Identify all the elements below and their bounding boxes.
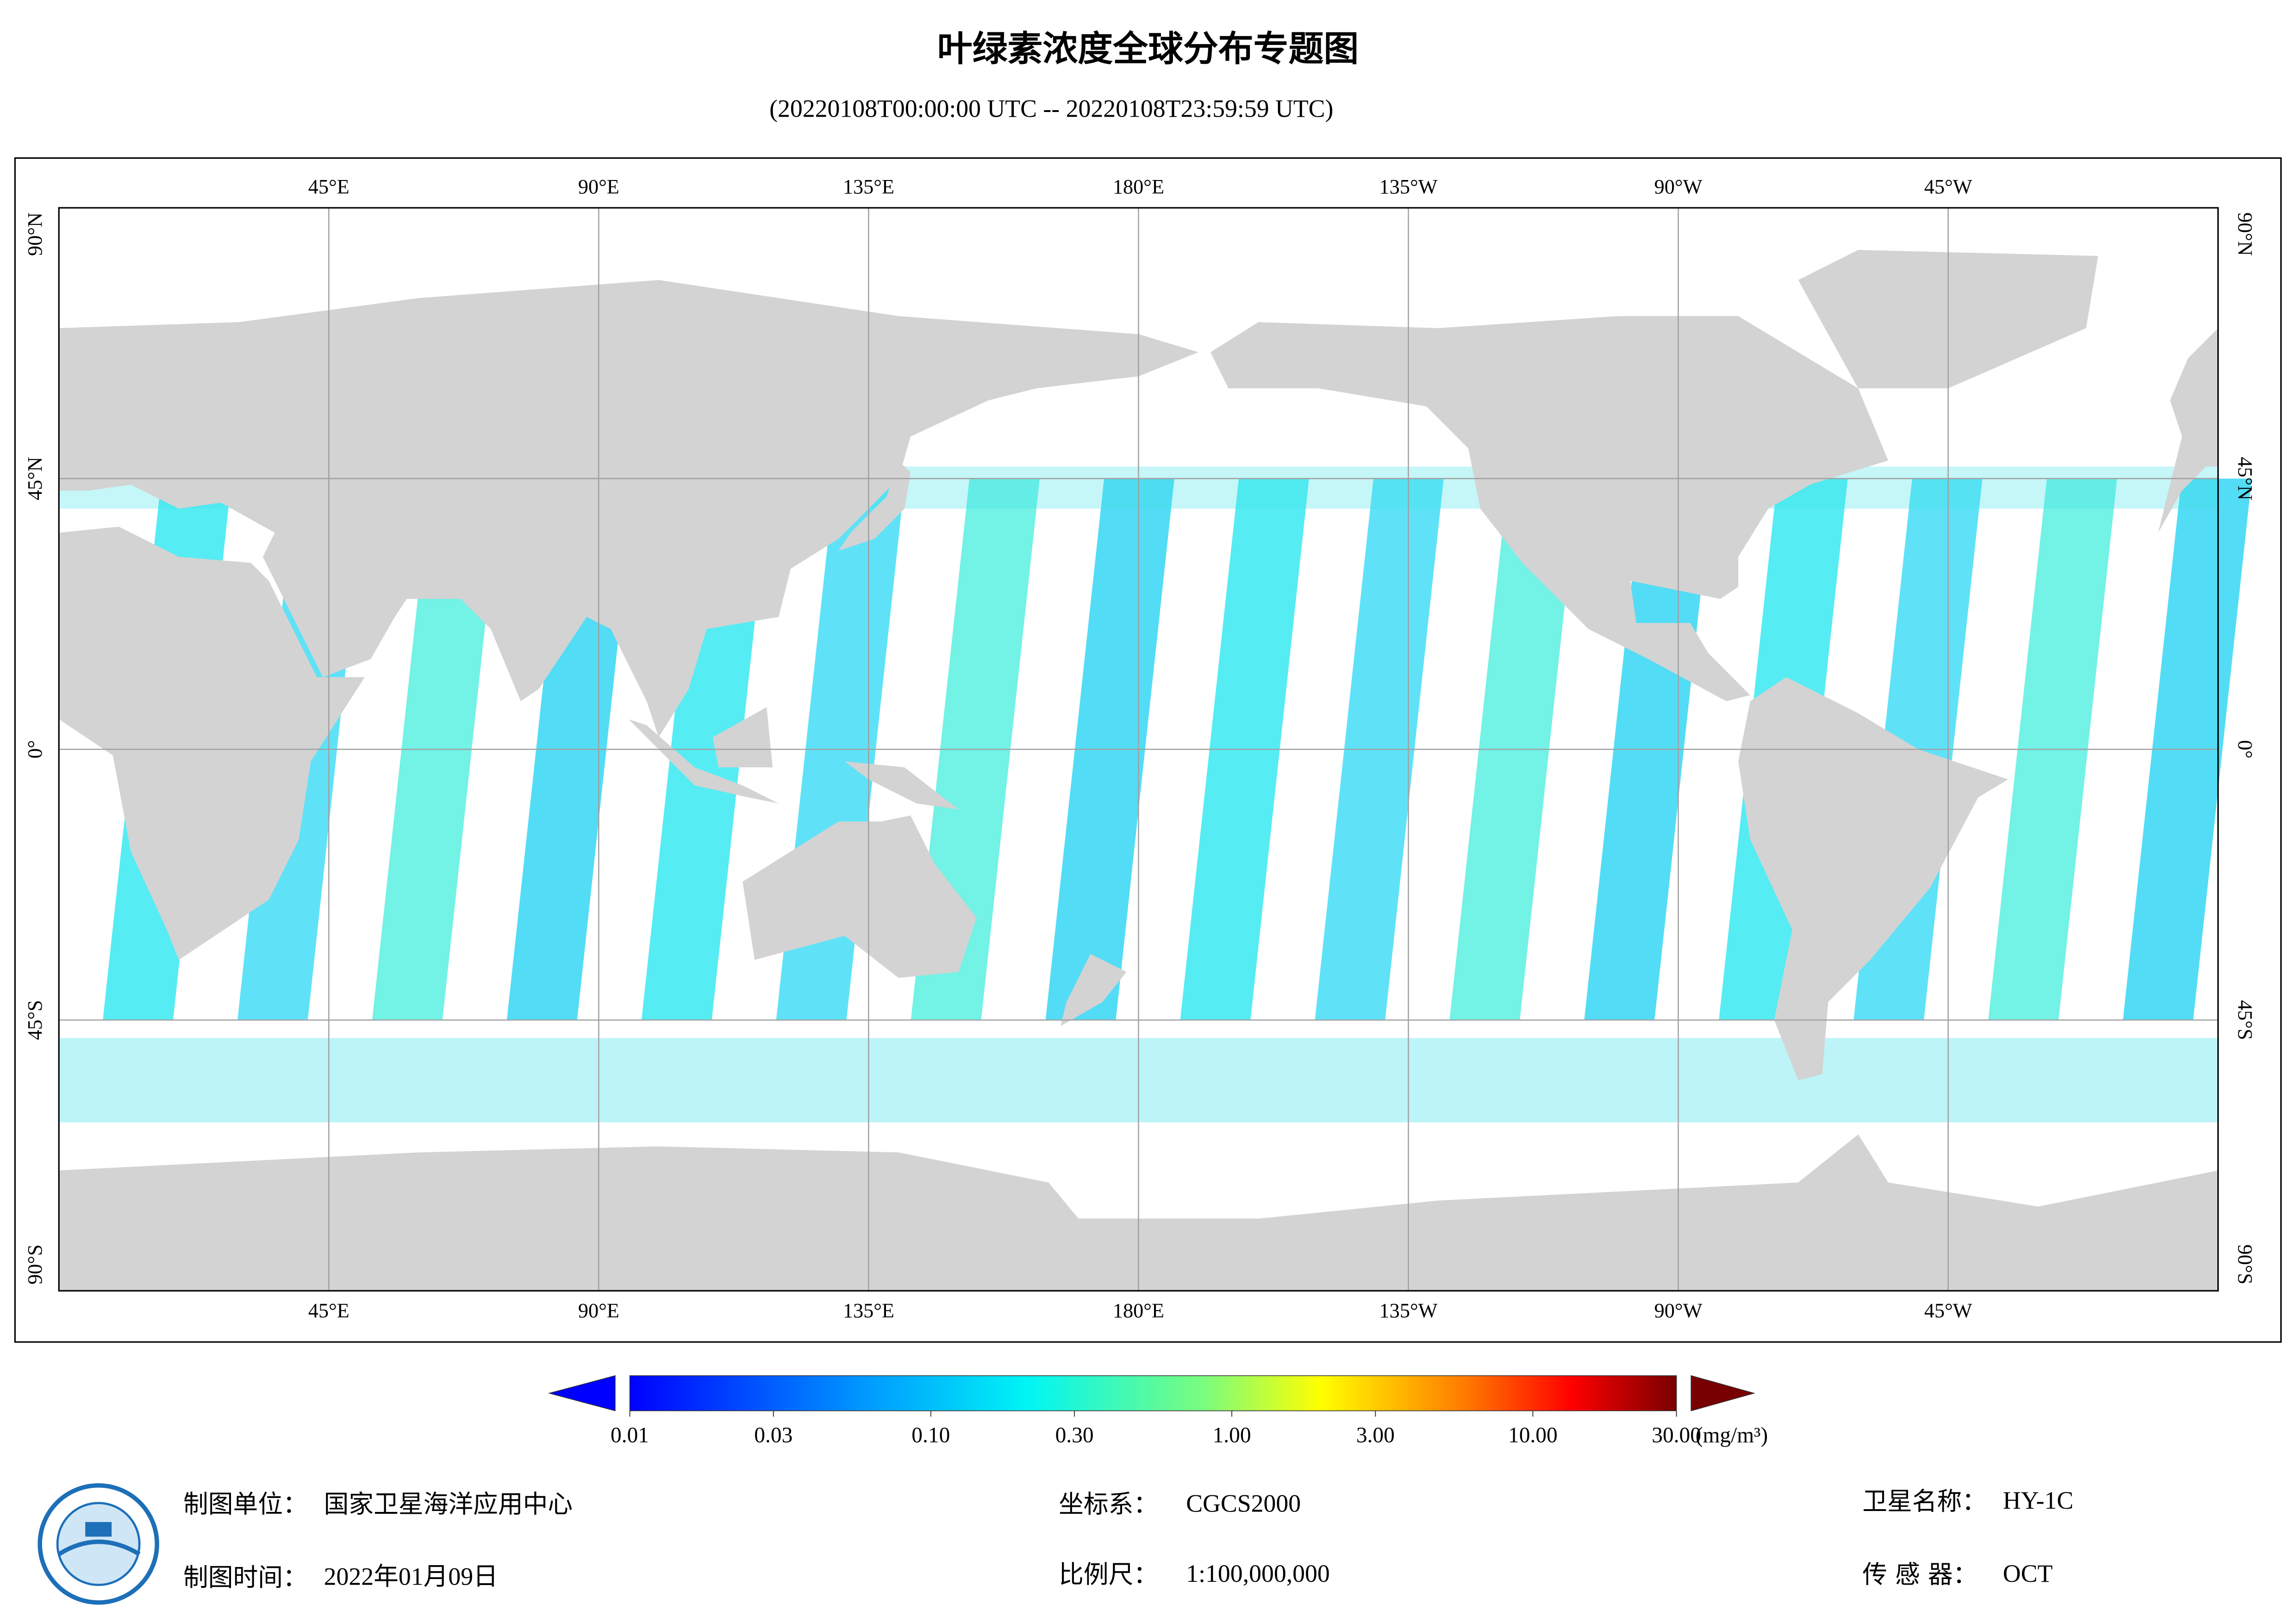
lat-label-right: 90°S xyxy=(2234,1244,2256,1285)
outer-frame xyxy=(14,157,2282,1343)
colorbar-tick-label: 3.00 xyxy=(1356,1423,1395,1447)
indonesia xyxy=(629,719,779,804)
lat-label-left: 0° xyxy=(24,740,46,759)
footer-value: OCT xyxy=(2003,1560,2053,1587)
lon-label-top: 135°W xyxy=(1379,175,1438,198)
logo xyxy=(37,1483,159,1605)
colorbar-tick-label: 0.10 xyxy=(911,1423,950,1447)
colorbar-unit: (mg/m³) xyxy=(1696,1423,1768,1447)
colorbar-tick-label: 1.00 xyxy=(1213,1423,1251,1447)
eurasia xyxy=(59,280,1198,738)
colorbar-tick-label: 0.01 xyxy=(611,1423,649,1447)
footer-value: 2022年01月09日 xyxy=(324,1562,498,1590)
australia xyxy=(742,815,977,978)
borneo-new-guinea xyxy=(712,707,773,768)
lat-label-right: 0° xyxy=(2234,740,2256,759)
europe-west xyxy=(2158,328,2218,533)
africa xyxy=(59,527,365,960)
lon-label-top: 180°E xyxy=(1113,175,1164,198)
map: 45°E 45°E 90°E 90°E 135°E 135°E 180°E 180°E 135°… xyxy=(24,175,2256,1322)
new-guinea xyxy=(844,761,959,810)
new-zealand xyxy=(1060,954,1127,1026)
logo-satellite xyxy=(85,1522,112,1537)
lat-label-left: 90°S xyxy=(24,1244,46,1285)
colorbar-tick-label: 10.00 xyxy=(1508,1423,1558,1447)
lon-label-bottom: 135°E xyxy=(843,1300,894,1322)
footer-label: 制图时间： xyxy=(183,1563,308,1592)
lat-label-right: 45°N xyxy=(2234,457,2256,500)
footer-label: 制图单位： xyxy=(183,1490,308,1519)
footer-label: 比例尺： xyxy=(1059,1560,1158,1589)
lon-label-top: 45°W xyxy=(1924,175,1972,198)
north-america xyxy=(1210,316,1889,702)
japan xyxy=(838,460,911,551)
map-frame xyxy=(58,207,2219,1292)
colorbar-over-arrow xyxy=(1691,1375,1756,1412)
subtitle: (20220108T00:00:00 UTC -- 20220108T23:59… xyxy=(769,95,1333,123)
lon-label-top: 135°E xyxy=(843,175,894,198)
footer-label: 传 感 器： xyxy=(1862,1560,1978,1589)
logo-wave xyxy=(57,1539,141,1556)
lat-label-right: 45°S xyxy=(2234,1000,2256,1040)
lat-label-left: 45°N xyxy=(24,457,46,500)
footer-label: 卫星名称： xyxy=(1862,1486,1987,1516)
colorbar-tick-label: 0.30 xyxy=(1055,1423,1094,1447)
lon-label-top: 90°E xyxy=(578,175,619,198)
colorbar-tick-label: 0.03 xyxy=(754,1423,792,1447)
lat-label-right: 90°N xyxy=(2234,212,2256,256)
lon-label-top: 45°E xyxy=(308,175,349,198)
colorbar-under-arrow xyxy=(548,1375,616,1412)
lat-label-left: 90°N xyxy=(24,212,46,256)
lon-label-bottom: 90°W xyxy=(1654,1300,1703,1322)
lat-label-left: 45°S xyxy=(24,1000,46,1040)
footer-value: HY-1C xyxy=(2003,1486,2073,1514)
footer: 制图单位： 国家卫星海洋应用中心 制图时间： 2022年01月09日 坐标系： … xyxy=(183,1486,2073,1592)
lon-label-top: 90°W xyxy=(1654,175,1703,198)
colorbar-ticks: 0.01 0.03 0.10 0.30 1.00 3.00 10.00 30.00 xyxy=(611,1411,1701,1447)
lon-label-bottom: 45°W xyxy=(1924,1300,1972,1322)
footer-value: 1:100,000,000 xyxy=(1186,1560,1330,1587)
colorbar-tick-label: 30.00 xyxy=(1652,1423,1701,1447)
south-america xyxy=(1738,677,2009,1081)
footer-value: 国家卫星海洋应用中心 xyxy=(324,1490,573,1519)
lon-label-bottom: 90°E xyxy=(578,1300,619,1322)
footer-label: 坐标系： xyxy=(1059,1490,1158,1519)
footer-value: CGCS2000 xyxy=(1186,1489,1301,1517)
title: 叶绿素浓度全球分布专题图 xyxy=(937,29,1359,69)
lon-label-bottom: 180°E xyxy=(1113,1300,1164,1322)
lon-label-bottom: 135°W xyxy=(1379,1300,1438,1322)
lon-label-bottom: 45°E xyxy=(308,1300,349,1322)
colorbar xyxy=(629,1375,1677,1412)
